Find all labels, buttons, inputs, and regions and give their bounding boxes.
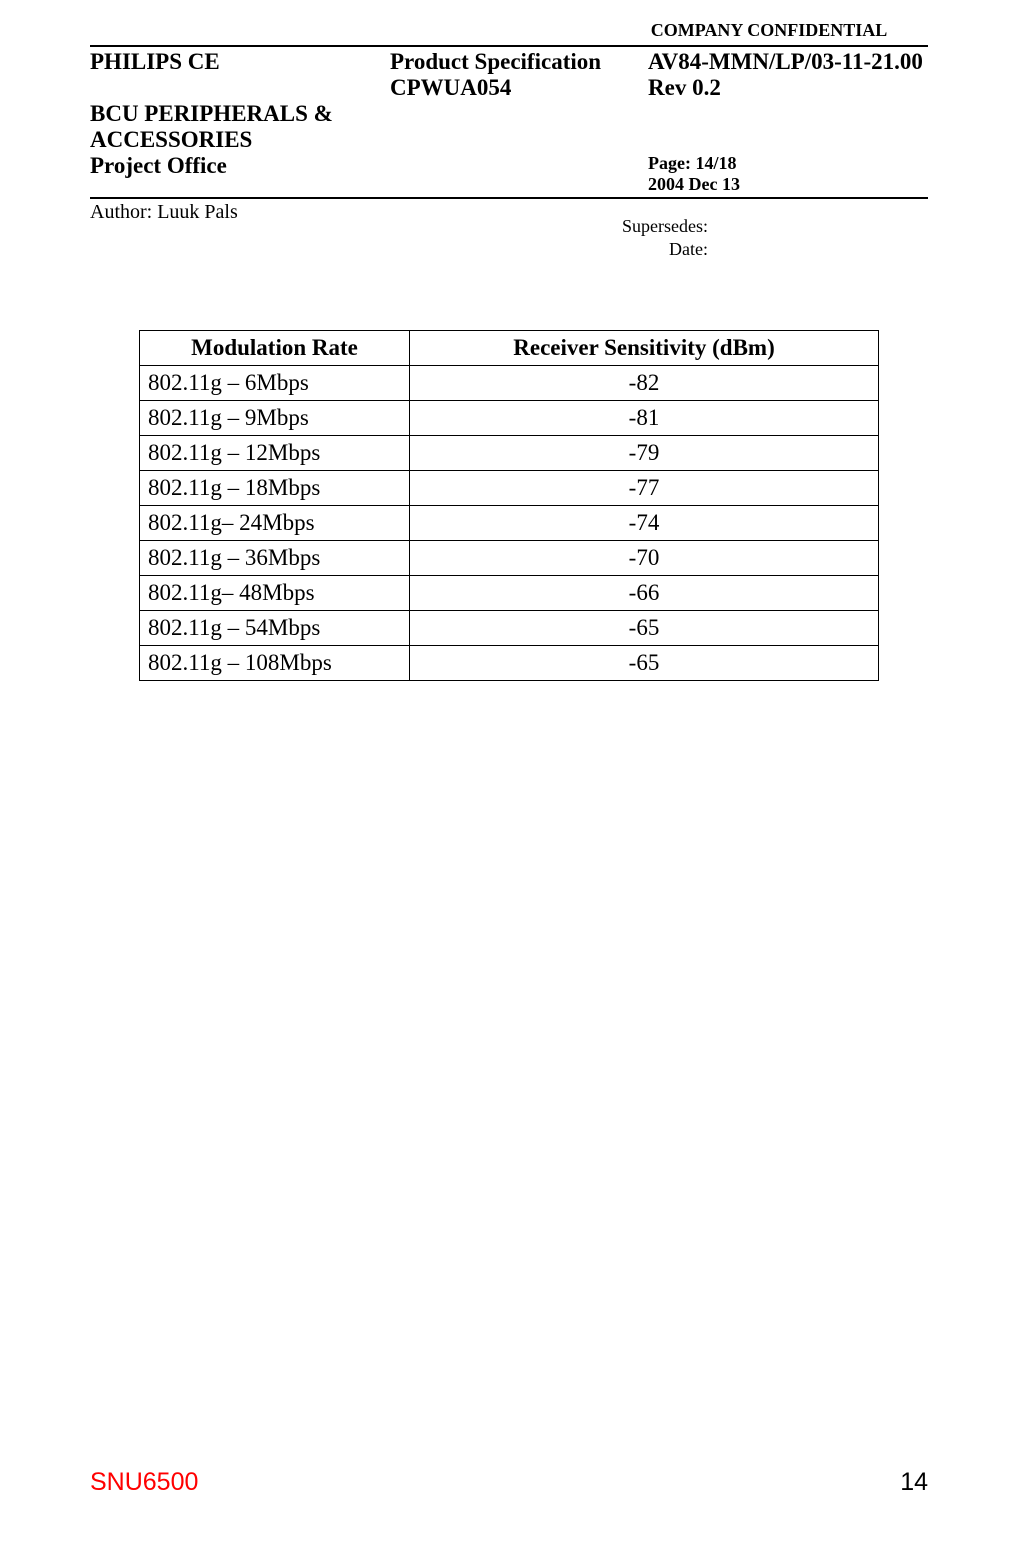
cell-modulation-rate: 802.11g– 24Mbps [140, 506, 410, 541]
cell-receiver-sensitivity: -65 [410, 611, 879, 646]
doc-reference: AV84-MMN/LP/03-11-21.00 Rev 0.2 [648, 49, 928, 101]
cell-modulation-rate: 802.11g – 108Mbps [140, 646, 410, 681]
footer-code: SNU6500 [90, 1468, 198, 1497]
footer-page-number: 14 [900, 1468, 928, 1497]
cell-modulation-rate: 802.11g – 6Mbps [140, 366, 410, 401]
table-row: 802.11g – 108Mbps-65 [140, 646, 879, 681]
supersedes-block: Supersedes: Date: [508, 201, 928, 260]
table-row: 802.11g – 36Mbps-70 [140, 541, 879, 576]
cell-receiver-sensitivity: -70 [410, 541, 879, 576]
table-row: 802.11g – 12Mbps-79 [140, 436, 879, 471]
cell-receiver-sensitivity: -79 [410, 436, 879, 471]
cell-receiver-sensitivity: -82 [410, 366, 879, 401]
spec-title: Product Specification CPWUA054 [390, 49, 648, 101]
cell-modulation-rate: 802.11g – 9Mbps [140, 401, 410, 436]
sensitivity-table: Modulation Rate Receiver Sensitivity (dB… [139, 330, 879, 681]
supersedes-label: Supersedes: [508, 215, 708, 238]
page-info: Page: 14/18 [648, 153, 928, 174]
table-row: 802.11g – 18Mbps-77 [140, 471, 879, 506]
header-date: 2004 Dec 13 [648, 174, 928, 195]
cell-modulation-rate: 802.11g – 18Mbps [140, 471, 410, 506]
sensitivity-table-wrap: Modulation Rate Receiver Sensitivity (dB… [90, 330, 928, 681]
supersedes-date-label: Date: [508, 238, 708, 261]
table-row: 802.11g – 54Mbps-65 [140, 611, 879, 646]
table-header-row: Modulation Rate Receiver Sensitivity (dB… [140, 331, 879, 366]
author-row: Author: Luuk Pals Supersedes: Date: [90, 199, 928, 260]
cell-modulation-rate: 802.11g – 12Mbps [140, 436, 410, 471]
table-row: 802.11g– 48Mbps-66 [140, 576, 879, 611]
col-header-sensitivity: Receiver Sensitivity (dBm) [410, 331, 879, 366]
cell-modulation-rate: 802.11g– 48Mbps [140, 576, 410, 611]
dept-line-3: Project Office [90, 153, 390, 195]
table-row: 802.11g– 24Mbps-74 [140, 506, 879, 541]
table-row: 802.11g – 9Mbps-81 [140, 401, 879, 436]
header-block: PHILIPS CE Product Specification CPWUA05… [90, 45, 928, 199]
dept-line-1: BCU PERIPHERALS & [90, 101, 390, 127]
dept-line-2: ACCESSORIES [90, 127, 390, 153]
page-footer: SNU6500 14 [90, 1468, 928, 1497]
document-page: COMPANY CONFIDENTIAL PHILIPS CE Product … [0, 0, 1018, 1552]
cell-receiver-sensitivity: -77 [410, 471, 879, 506]
table-row: 802.11g – 6Mbps-82 [140, 366, 879, 401]
col-header-modulation: Modulation Rate [140, 331, 410, 366]
cell-modulation-rate: 802.11g – 36Mbps [140, 541, 410, 576]
author-label: Author: Luuk Pals [90, 201, 508, 260]
cell-receiver-sensitivity: -65 [410, 646, 879, 681]
cell-modulation-rate: 802.11g – 54Mbps [140, 611, 410, 646]
company-name: PHILIPS CE [90, 49, 390, 101]
cell-receiver-sensitivity: -66 [410, 576, 879, 611]
cell-receiver-sensitivity: -81 [410, 401, 879, 436]
cell-receiver-sensitivity: -74 [410, 506, 879, 541]
confidential-label: COMPANY CONFIDENTIAL [610, 20, 928, 41]
